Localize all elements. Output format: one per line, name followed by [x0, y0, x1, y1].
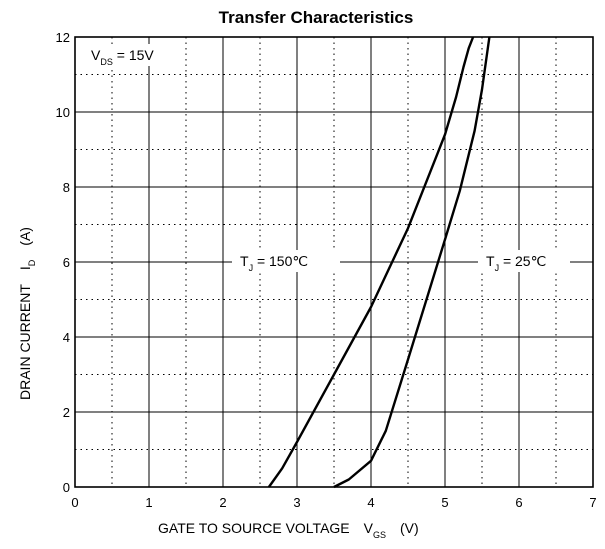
series-label-150c: TJ = 150℃	[232, 250, 340, 273]
x-tick-label: 0	[71, 495, 78, 510]
y-tick-label: 4	[63, 330, 70, 345]
x-axis-label: GATE TO SOURCE VOLTAGE VGS (V)	[158, 520, 419, 540]
y-tick-label: 10	[56, 105, 70, 120]
svg-text:VDS = 15V: VDS = 15V	[91, 47, 154, 67]
vds-condition-label: VDS = 15V	[84, 44, 176, 67]
curves	[267, 36, 491, 489]
x-tick-label: 2	[219, 495, 226, 510]
series-line-1	[333, 36, 491, 489]
plot-frame	[74, 36, 594, 488]
y-tick-label: 0	[63, 480, 70, 495]
y-axis-label: DRAIN CURRENTID(A)	[17, 227, 37, 400]
x-tick-label: 4	[367, 495, 374, 510]
x-tick-label: 3	[293, 495, 300, 510]
x-tick-label: 1	[145, 495, 152, 510]
series-label-25c: TJ = 25℃	[478, 250, 570, 273]
chart-title: Transfer Characteristics	[219, 8, 414, 27]
x-tick-label: 6	[515, 495, 522, 510]
series-line-0	[267, 36, 475, 488]
x-tick-label: 5	[441, 495, 448, 510]
y-tick-label: 6	[63, 255, 70, 270]
svg-text:TJ = 25℃: TJ = 25℃	[486, 253, 546, 273]
y-tick-label: 12	[56, 30, 70, 45]
x-tick-label: 7	[589, 495, 596, 510]
svg-text:TJ = 150℃: TJ = 150℃	[240, 253, 308, 273]
y-tick-label: 8	[63, 180, 70, 195]
y-tick-label: 2	[63, 405, 70, 420]
